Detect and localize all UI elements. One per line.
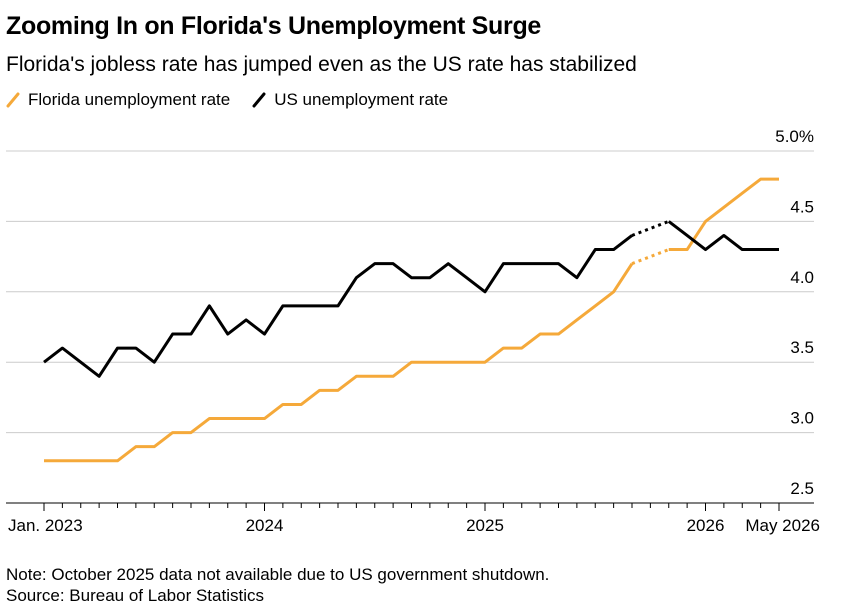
series-line-florida <box>44 262 634 463</box>
legend-item-florida: Florida unemployment rate <box>6 90 230 110</box>
y-tick-label: 3.5 <box>790 338 814 357</box>
series-gap-florida <box>631 248 670 266</box>
series-line-us <box>43 234 633 378</box>
y-tick-label: 2.5 <box>790 479 814 498</box>
chart-source: Source: Bureau of Labor Statistics <box>6 586 264 605</box>
x-tick-label: 2026 <box>687 516 725 535</box>
series-line-florida <box>668 177 779 252</box>
x-tick-label: Jan. 2023 <box>8 516 83 535</box>
legend-label-florida: Florida unemployment rate <box>28 90 231 109</box>
legend-swatch-florida-icon <box>6 92 20 108</box>
chart-footer: Note: October 2025 data not available du… <box>6 564 549 606</box>
line-chart: 5.0% 4.5 4.0 3.5 3.0 2.5 Jan. 2023 2024 2025 2026… <box>6 127 820 535</box>
legend-item-us: US unemployment rate <box>252 90 448 110</box>
chart-subtitle: Florida's jobless rate has jumped even a… <box>6 53 637 76</box>
y-tick-label: 4.5 <box>790 197 814 216</box>
x-tick-label: 2024 <box>246 516 284 535</box>
series-gap-us <box>631 219 670 237</box>
x-tick-label: May 2026 <box>745 516 820 535</box>
x-tick-label: 2025 <box>466 516 504 535</box>
legend-label-us: US unemployment rate <box>274 90 449 109</box>
y-tick-label: 5.0% <box>775 127 814 146</box>
legend: Florida unemployment rate US unemploymen… <box>6 90 470 110</box>
y-tick-label: 3.0 <box>790 409 814 428</box>
chart-title: Zooming In on Florida's Unemployment Sur… <box>6 12 542 40</box>
series-line-us <box>667 220 779 252</box>
y-tick-label: 4.0 <box>790 268 814 287</box>
chart-note: Note: October 2025 data not available du… <box>6 565 550 584</box>
legend-swatch-us-icon <box>252 92 266 108</box>
